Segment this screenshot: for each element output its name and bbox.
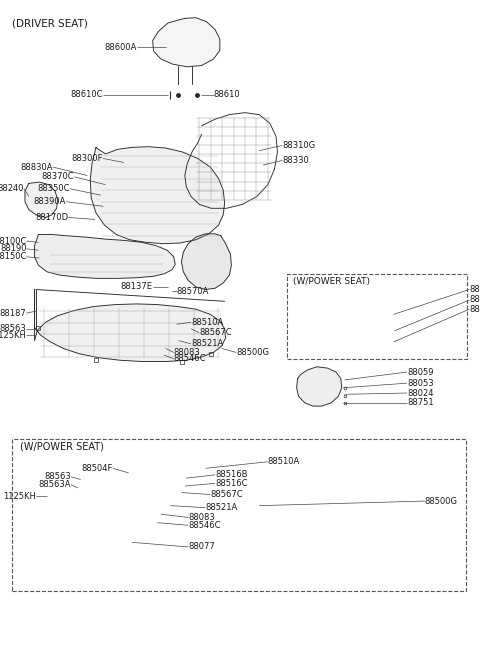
Text: (W/POWER SEAT): (W/POWER SEAT) [20, 441, 104, 451]
Text: 1125KH: 1125KH [0, 331, 26, 340]
Text: (DRIVER SEAT): (DRIVER SEAT) [12, 18, 88, 28]
Text: 88187: 88187 [0, 309, 26, 318]
Text: 88563: 88563 [44, 472, 71, 481]
Polygon shape [35, 290, 226, 362]
Text: 88300F: 88300F [72, 154, 103, 163]
Text: 88077: 88077 [188, 542, 215, 552]
Text: 88190: 88190 [0, 244, 26, 253]
Polygon shape [181, 234, 231, 290]
Text: 88053: 88053 [407, 379, 433, 388]
Polygon shape [35, 234, 175, 278]
Text: 88059: 88059 [469, 285, 480, 294]
Text: 88567C: 88567C [199, 328, 232, 337]
Text: 88523A: 88523A [469, 295, 480, 305]
Polygon shape [297, 367, 342, 406]
Text: 88600A: 88600A [105, 43, 137, 52]
Text: 88083: 88083 [174, 348, 201, 357]
Text: 88522H: 88522H [469, 305, 480, 314]
Text: 88516B: 88516B [215, 470, 248, 479]
Polygon shape [305, 306, 338, 346]
Text: 88024: 88024 [407, 388, 433, 398]
FancyBboxPatch shape [12, 439, 466, 591]
Text: 88563: 88563 [0, 324, 26, 333]
Text: 88570A: 88570A [177, 287, 209, 296]
Text: 88137E: 88137E [120, 282, 153, 291]
Text: 88350C: 88350C [37, 184, 70, 193]
Text: 88510A: 88510A [191, 318, 223, 327]
FancyBboxPatch shape [287, 274, 467, 359]
Text: 88510A: 88510A [268, 457, 300, 466]
Polygon shape [90, 147, 225, 244]
Text: (W/POWER SEAT): (W/POWER SEAT) [293, 277, 370, 286]
Text: 88059: 88059 [407, 367, 433, 377]
Polygon shape [25, 182, 58, 217]
Text: 88610C: 88610C [71, 90, 103, 100]
Text: 88567C: 88567C [210, 490, 243, 499]
Text: 88830A: 88830A [20, 162, 53, 172]
Text: 88563A: 88563A [38, 480, 71, 489]
Text: 88500G: 88500G [236, 348, 269, 357]
Text: 88150C: 88150C [0, 252, 26, 261]
Polygon shape [46, 455, 229, 537]
Text: 88546C: 88546C [188, 521, 221, 530]
Text: 88521A: 88521A [191, 339, 223, 348]
Text: 88610: 88610 [214, 90, 240, 100]
Text: 88504F: 88504F [82, 464, 113, 473]
Text: 88370C: 88370C [42, 172, 74, 181]
Polygon shape [153, 18, 220, 67]
Text: 88500G: 88500G [425, 496, 458, 506]
Text: 88170D: 88170D [35, 213, 68, 222]
Text: 88330: 88330 [282, 156, 309, 165]
Text: 88240: 88240 [0, 184, 24, 193]
Text: 88100C: 88100C [0, 236, 26, 246]
Text: 88516C: 88516C [215, 479, 248, 488]
Text: 88521A: 88521A [205, 503, 238, 512]
Text: 88546C: 88546C [174, 354, 206, 364]
Text: 88310G: 88310G [282, 141, 315, 150]
Text: 88390A: 88390A [34, 197, 66, 206]
Text: 88083: 88083 [188, 513, 215, 522]
Text: 1125KH: 1125KH [3, 492, 36, 501]
Text: 88751: 88751 [407, 398, 433, 407]
